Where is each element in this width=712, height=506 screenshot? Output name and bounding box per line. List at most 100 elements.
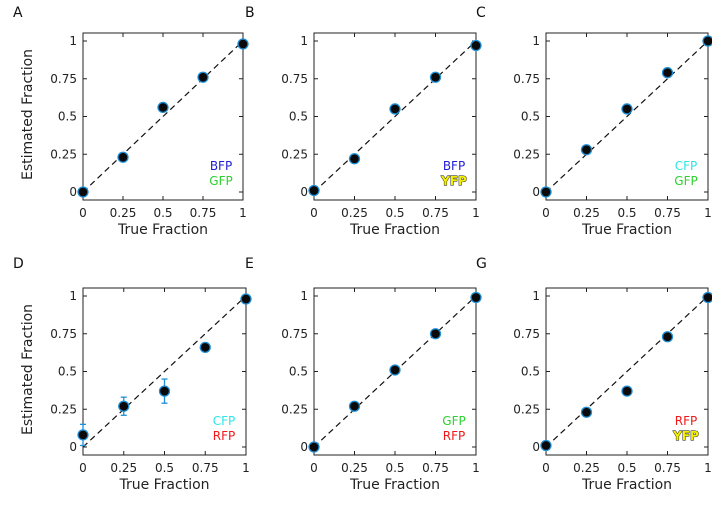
data-point [77,186,89,198]
y-tick-label: 0.25 [513,147,540,161]
x-tick-label: 1 [239,206,247,220]
y-tick-label: 0 [300,440,308,454]
y-tick-label: 0.75 [50,327,77,341]
x-tick-label: 0 [310,461,318,475]
panel-e: E 00 0.25 0.25 0.5 0.5 0.75 0.75 1 1 True Fraction… [245,256,482,493]
panel-letter: A [13,5,23,21]
y-tick-label: 0.5 [289,110,308,124]
x-tick-label: 0.75 [190,206,217,220]
y-tick-label: 0.5 [58,365,77,379]
data-point [540,186,552,198]
x-tick-label: 0.75 [422,206,449,220]
x-tick-label: 0.25 [110,206,137,220]
y-tick-label: 0 [69,185,77,199]
data-point [429,71,442,83]
data-point [308,441,320,453]
x-tick-label: 0.25 [573,461,600,475]
x-tick-label: 0.75 [654,461,681,475]
data-point [580,144,593,156]
legend-entry: CFP [675,159,698,173]
y-tick-label: 0.25 [281,147,308,161]
y-tick-label: 0 [300,185,308,199]
legend-entry: RFP [213,429,235,443]
data-point [348,153,361,165]
x-tick-label: 0.5 [385,206,404,220]
y-tick-label: 0 [532,440,540,454]
y-tick-label: 0.75 [513,72,540,86]
x-tick-label: 0.25 [341,206,368,220]
x-tick-label: 1 [472,206,480,220]
legend-entry: RFP [675,414,697,428]
legend-entry: RFP [443,429,465,443]
x-tick-label: 0 [79,461,87,475]
x-tick-label: 0.25 [110,461,137,475]
x-tick-label: 0.75 [192,461,219,475]
legend-entry: GFP [209,174,232,188]
x-tick-label: 0 [79,206,87,220]
data-point [308,184,320,197]
x-tick-label: 0.5 [155,461,174,475]
y-tick-label: 0 [532,185,540,199]
y-tick-label: 0 [69,440,77,454]
x-tick-label: 0.5 [617,206,636,220]
x-tick-label: 0.5 [617,461,636,475]
panel-b: B 00 0.25 0.25 0.5 0.5 0.75 0.75 1 1 True Fraction… [245,5,482,238]
y-tick-label: 1 [300,34,308,48]
data-point [470,291,482,304]
x-tick-label: 0 [542,206,550,220]
x-tick-label: 0.25 [341,461,368,475]
y-tick-label: 0.75 [281,327,308,341]
y-tick-label: 1 [532,289,540,303]
x-tick-label: 0.75 [654,206,681,220]
x-tick-label: 1 [242,461,250,475]
data-point [348,400,361,412]
data-point [470,39,482,52]
y-tick-label: 0.5 [58,110,77,124]
y-tick-label: 0.75 [50,72,77,86]
data-point [240,293,252,305]
x-tick-label: 0 [542,461,550,475]
x-axis-label: True Fraction [118,477,209,493]
panel-c: C 00 0.25 0.25 0.5 0.5 0.75 0.75 1 1 True Fraction… [476,5,712,238]
identity-line [82,295,247,448]
data-point [197,71,209,83]
panel-letter: B [245,5,255,21]
y-axis-label: Estimated Fraction [20,49,36,180]
data-point [199,341,211,353]
data-point [237,38,249,50]
panel-a: A 00 0.25 0.25 0.5 0.5 0.75 0.75 1 1 True Fraction… [13,5,249,238]
legend-entry: YFP [440,174,467,188]
x-axis-label: True Fraction [581,222,672,238]
data-point [621,103,633,115]
legend-entry: GFP [442,414,465,428]
panel-g: G 00 0.25 0.25 0.5 0.5 0.75 0.75 1 1 True Fraction… [476,256,712,493]
y-axis-label: Estimated Fraction [20,304,36,435]
data-point [580,406,593,418]
y-tick-label: 0.25 [50,402,77,416]
y-tick-label: 0.5 [289,365,308,379]
y-tick-label: 0.5 [521,365,540,379]
x-tick-label: 0.75 [422,461,449,475]
y-tick-label: 1 [69,289,77,303]
x-tick-label: 1 [704,461,712,475]
y-tick-label: 1 [532,34,540,48]
x-axis-label: True Fraction [349,477,440,493]
panel-d: D 00 0.25 0.25 0.5 0.5 0.75 0.75 1 1 True Fraction… [13,256,252,493]
x-tick-label: 0 [310,206,318,220]
legend-entry: YFP [672,429,699,443]
data-point [661,331,674,343]
x-axis-label: True Fraction [581,477,672,493]
y-tick-label: 0.25 [281,402,308,416]
y-tick-label: 0.75 [281,72,308,86]
data-point [389,103,401,115]
panel-letter: D [13,256,24,272]
legend-entry: BFP [443,159,465,173]
panel-letter: C [476,5,486,21]
data-point [429,328,442,340]
legend-entry: GFP [674,174,697,188]
data-point [389,364,401,376]
data-point [158,385,171,397]
x-tick-label: 0.5 [153,206,172,220]
x-tick-label: 1 [472,461,480,475]
